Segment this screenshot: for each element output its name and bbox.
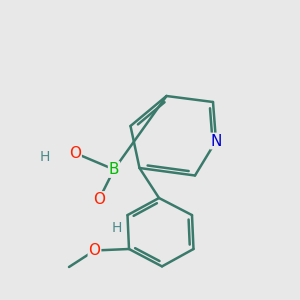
Text: H: H xyxy=(39,150,50,164)
Text: O: O xyxy=(93,192,105,207)
Text: N: N xyxy=(210,134,222,148)
Text: O: O xyxy=(69,146,81,160)
Text: H: H xyxy=(111,221,122,235)
Text: B: B xyxy=(109,162,119,177)
Text: O: O xyxy=(88,243,101,258)
